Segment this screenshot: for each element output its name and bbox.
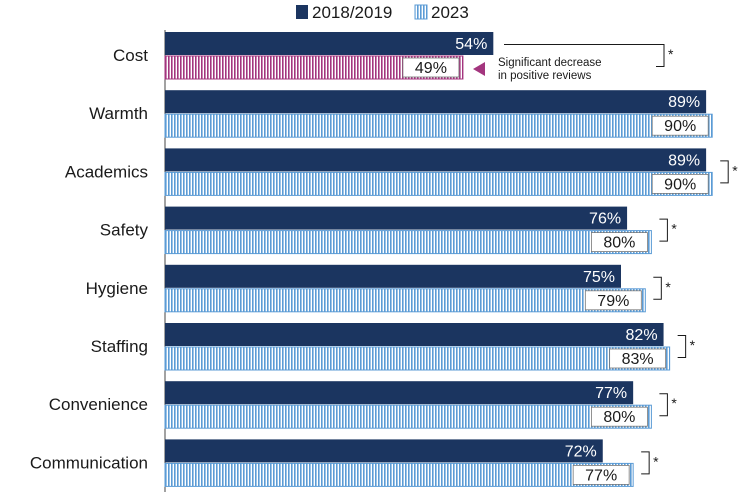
significance-bracket-hygiene xyxy=(653,276,662,300)
significance-marker-hygiene: * xyxy=(665,279,671,295)
value-label-2018-2019-warmth: 89% xyxy=(668,94,700,111)
value-label-2018-2019-safety: 76% xyxy=(589,211,621,228)
legend-swatch-2023 xyxy=(414,4,428,20)
significance-marker-staffing: * xyxy=(690,337,696,353)
category-label-safety: Safety xyxy=(100,221,149,240)
value-box-2023-hygiene xyxy=(584,290,642,311)
significance-bracket-convenience xyxy=(659,393,668,417)
bar-2018-2019-academics xyxy=(165,148,707,172)
bar-2018-2019-hygiene xyxy=(165,264,621,288)
bar-2023-cost xyxy=(164,55,464,80)
value-box-2023-safety xyxy=(591,232,648,253)
legend-swatch-2018-2019 xyxy=(296,5,308,19)
value-label-2023-hygiene: 79% xyxy=(597,293,629,310)
annotation-arrow-icon xyxy=(473,62,485,76)
bar-2023-convenience xyxy=(164,404,652,429)
significance-marker-academics: * xyxy=(732,162,738,178)
legend-label-2023: 2023 xyxy=(431,3,469,22)
category-label-cost: Cost xyxy=(113,46,148,65)
bar-2023-staffing xyxy=(164,346,671,371)
value-label-2018-2019-communication: 72% xyxy=(565,443,597,460)
significance-bracket-cost xyxy=(504,44,665,67)
significance-marker-cost: * xyxy=(668,46,674,62)
significance-marker-communication: * xyxy=(653,453,659,469)
category-label-hygiene: Hygiene xyxy=(86,279,148,298)
value-box-2023-communication xyxy=(572,464,630,485)
value-box-2023-staffing xyxy=(609,348,667,369)
significance-marker-safety: * xyxy=(671,221,677,237)
bar-2023-academics xyxy=(164,171,713,196)
value-label-2023-academics: 90% xyxy=(664,176,696,193)
legend-label-2018-2019: 2018/2019 xyxy=(312,3,392,22)
bar-2018-2019-convenience xyxy=(165,381,634,405)
significance-bracket-academics xyxy=(720,160,729,184)
annotation: Significant decrease in positive reviews xyxy=(473,57,602,82)
value-label-2023-safety: 80% xyxy=(603,235,635,252)
value-label-2023-warmth: 90% xyxy=(664,118,696,135)
bar-2018-2019-communication xyxy=(165,439,603,463)
significance-bracket-staffing xyxy=(677,335,687,358)
value-label-2023-communication: 77% xyxy=(585,467,617,484)
significance-bracket-communication xyxy=(641,451,650,475)
value-box-2023-cost xyxy=(402,57,460,78)
value-label-2018-2019-cost: 54% xyxy=(455,36,487,53)
value-label-2018-2019-hygiene: 75% xyxy=(583,269,615,286)
bar-2023-communication xyxy=(164,462,634,487)
legend: 2018/2019 2023 xyxy=(296,3,469,22)
value-label-2018-2019-convenience: 77% xyxy=(595,385,627,402)
value-label-2023-cost: 49% xyxy=(415,60,447,77)
bar-2018-2019-staffing xyxy=(165,323,664,346)
value-label-2023-staffing: 83% xyxy=(622,351,654,368)
category-label-warmth: Warmth xyxy=(89,104,148,123)
significance-bracket-safety xyxy=(659,218,668,242)
category-label-academics: Academics xyxy=(65,162,148,181)
bar-2018-2019-safety xyxy=(165,206,628,230)
bars-group: Cost 54% 49% * Warmth 89% 90% Academics 89% 90% * S… xyxy=(30,32,738,487)
bar-2023-warmth xyxy=(164,113,713,138)
bar-2018-2019-cost xyxy=(165,32,494,55)
value-box-2023-warmth xyxy=(651,115,709,136)
bar-2023-safety xyxy=(164,230,652,255)
annotation-line-1: Significant decrease xyxy=(498,57,602,69)
value-box-2023-convenience xyxy=(591,406,648,427)
annotation-line-2: in positive reviews xyxy=(498,70,592,82)
value-label-2023-convenience: 80% xyxy=(603,409,635,426)
category-label-staffing: Staffing xyxy=(91,337,148,356)
bar-2018-2019-warmth xyxy=(165,90,707,114)
significance-marker-convenience: * xyxy=(671,395,677,411)
category-label-communication: Communication xyxy=(30,453,148,472)
category-label-convenience: Convenience xyxy=(49,395,148,414)
bar-2023-hygiene xyxy=(164,288,646,313)
value-label-2018-2019-staffing: 82% xyxy=(626,327,658,344)
value-box-2023-academics xyxy=(651,173,709,194)
value-label-2018-2019-academics: 89% xyxy=(668,152,700,169)
